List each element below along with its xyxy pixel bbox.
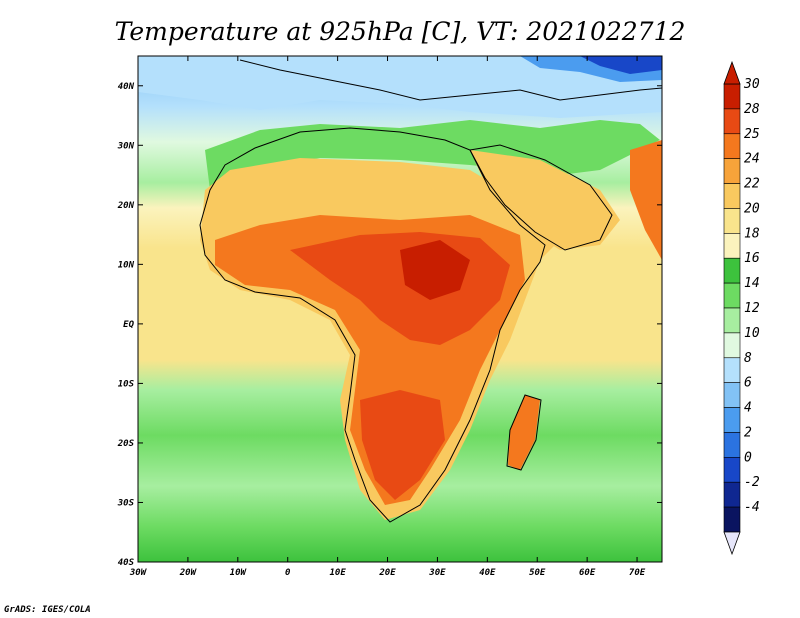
colorbar-swatch (723, 257, 741, 284)
colorbar-label: 16 (744, 251, 760, 266)
colorbar-label: 20 (744, 201, 760, 216)
india-region (630, 140, 662, 260)
x-tick-label: 30W (129, 568, 148, 578)
colorbar-swatch (723, 481, 741, 508)
map-title: Temperature at 925hPa [C], VT: 202102271… (115, 17, 686, 46)
southern-africa-hot (360, 390, 445, 500)
coastlines (199, 59, 662, 523)
colorbar-bottom-arrow (723, 531, 741, 556)
colorbar-label: 2 (744, 425, 752, 440)
x-tick-label: 20E (378, 568, 396, 578)
colorbar-label: 24 (744, 152, 760, 167)
colorbar-swatch (723, 457, 741, 483)
madagascar-region (508, 395, 540, 470)
y-tick-label: 30S (117, 498, 135, 508)
x-tick-label: 50E (529, 568, 546, 578)
colorbar-label: 0 (744, 450, 752, 465)
x-tick-label: 30E (428, 568, 446, 578)
colorbar-swatch (723, 208, 741, 234)
colorbar-swatch (723, 407, 741, 433)
colorbar-top-arrow (723, 60, 741, 85)
x-tick-label: 0 (285, 568, 291, 578)
y-tick-label: 10S (118, 379, 135, 389)
temperature-field (138, 56, 662, 562)
colorbar-label: 28 (744, 102, 760, 117)
colorbar-label: 25 (744, 127, 760, 142)
colorbar-swatch (723, 83, 741, 110)
x-tick-label: 60E (579, 568, 596, 578)
madagascar-coastline (506, 394, 542, 471)
arabia-coastline (469, 144, 613, 251)
africa-coastline (199, 127, 546, 523)
y-axis: 40N 30N 20N 10N EQ 10S 20S 30S 40S (117, 82, 662, 568)
x-tick-label: 70E (629, 568, 646, 578)
colorbar-swatch (723, 233, 741, 259)
colorbar-label: 22 (744, 177, 760, 192)
y-tick-label: 40S (118, 558, 135, 568)
y-tick-label: EQ (123, 320, 134, 330)
colorbar-swatch (723, 382, 741, 408)
europe-cold-region (138, 56, 662, 118)
colorbar-swatch (723, 432, 741, 458)
colorbar-swatch (723, 506, 741, 533)
y-tick-label: 10N (118, 260, 135, 270)
arabia-region (470, 150, 620, 250)
colorbar-swatch (723, 108, 741, 135)
y-tick-label: 40N (118, 82, 135, 92)
colorbar-label: 6 (744, 376, 752, 391)
y-tick-label: 30N (117, 141, 135, 151)
colorbar-swatch (723, 357, 741, 383)
colorbar-swatch (723, 133, 741, 159)
credit-label: GrADS: IGES/COLA (4, 605, 91, 615)
colorbar-label: 4 (744, 401, 752, 416)
colorbar-swatch (723, 332, 741, 359)
colorbar-swatch (723, 307, 741, 334)
europe-coastline (239, 59, 662, 101)
colorbar-label: 14 (744, 276, 760, 291)
colorbar-label: -4 (744, 500, 760, 515)
y-tick-label: 20N (117, 201, 135, 211)
x-tick-label: 20W (179, 568, 198, 578)
caspian-cold-region (580, 56, 662, 74)
colorbar-swatch (723, 158, 741, 184)
colorbar-label: 30 (743, 77, 760, 92)
x-tick-label: 10W (230, 568, 248, 578)
colorbar-label: 12 (744, 301, 760, 316)
colorbar-label: 10 (744, 326, 760, 341)
colorbar-label: -2 (744, 475, 760, 490)
y-tick-label: 20S (117, 439, 135, 449)
colorbar-swatch (723, 183, 741, 209)
colorbar-swatch (723, 282, 741, 309)
x-axis: 30W 20W 10W 0 10E 20E 30E 40E 50E 60E 70E (129, 56, 646, 578)
colorbar-label: 8 (744, 351, 752, 366)
map-frame (137, 55, 663, 563)
x-tick-label: 10E (329, 568, 346, 578)
east-africa-core (400, 240, 470, 300)
colorbar-label: 18 (744, 226, 760, 241)
x-tick-label: 40E (479, 568, 496, 578)
